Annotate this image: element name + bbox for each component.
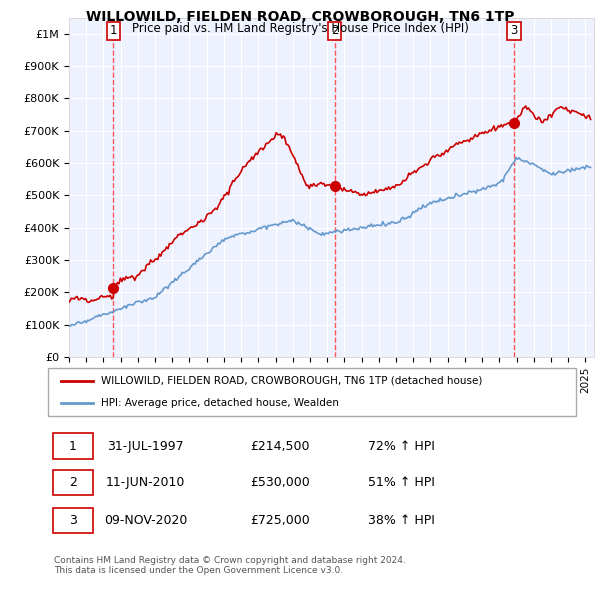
Text: 51% ↑ HPI: 51% ↑ HPI [368,476,435,489]
Text: 2: 2 [69,476,77,489]
Bar [53,508,93,533]
Text: 3: 3 [511,25,518,38]
Text: 38% ↑ HPI: 38% ↑ HPI [368,514,435,527]
Text: 1: 1 [69,440,77,453]
Text: Contains HM Land Registry data © Crown copyright and database right 2024.: Contains HM Land Registry data © Crown c… [54,556,406,565]
Text: WILLOWILD, FIELDEN ROAD, CROWBOROUGH, TN6 1TP: WILLOWILD, FIELDEN ROAD, CROWBOROUGH, TN… [86,10,514,24]
Text: £725,000: £725,000 [250,514,310,527]
Text: 11-JUN-2010: 11-JUN-2010 [106,476,185,489]
Text: Price paid vs. HM Land Registry's House Price Index (HPI): Price paid vs. HM Land Registry's House … [131,22,469,35]
Bar [53,433,93,458]
Text: 09-NOV-2020: 09-NOV-2020 [104,514,187,527]
Text: £530,000: £530,000 [250,476,310,489]
Text: 1: 1 [110,25,117,38]
Text: 72% ↑ HPI: 72% ↑ HPI [368,440,435,453]
Text: HPI: Average price, detached house, Wealden: HPI: Average price, detached house, Weal… [101,398,338,408]
Text: 2: 2 [331,25,338,38]
Text: This data is licensed under the Open Government Licence v3.0.: This data is licensed under the Open Gov… [54,566,343,575]
Bar [53,470,93,496]
Text: 3: 3 [69,514,77,527]
Text: 31-JUL-1997: 31-JUL-1997 [107,440,184,453]
Text: £214,500: £214,500 [251,440,310,453]
Text: WILLOWILD, FIELDEN ROAD, CROWBOROUGH, TN6 1TP (detached house): WILLOWILD, FIELDEN ROAD, CROWBOROUGH, TN… [101,376,482,386]
